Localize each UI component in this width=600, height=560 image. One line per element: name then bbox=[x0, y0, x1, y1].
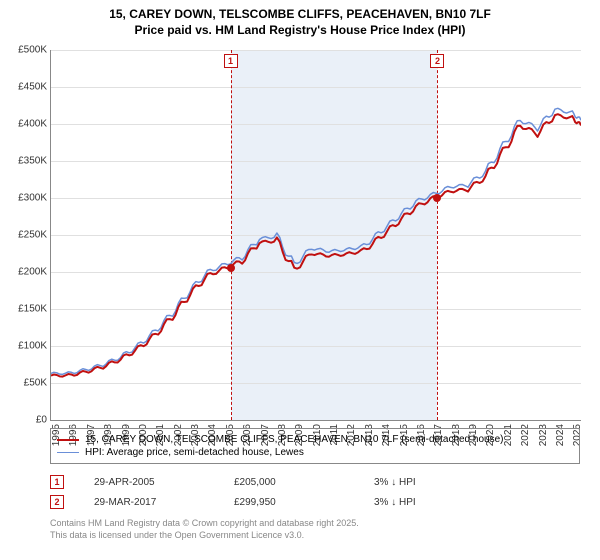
plot-area: £0£50K£100K£150K£200K£250K£300K£350K£400… bbox=[50, 50, 581, 421]
chart-container: 15, CAREY DOWN, TELSCOMBE CLIFFS, PEACEH… bbox=[0, 0, 600, 560]
sale-price: £299,950 bbox=[234, 497, 344, 508]
sale-point bbox=[227, 264, 235, 272]
sale-delta: 3% ↓ HPI bbox=[374, 497, 416, 508]
sale-marker-flag: 2 bbox=[430, 54, 444, 68]
y-axis-label: £400K bbox=[18, 119, 47, 130]
legend: 15, CAREY DOWN, TELSCOMBE CLIFFS, PEACEH… bbox=[50, 428, 580, 464]
sale-delta: 3% ↓ HPI bbox=[374, 477, 416, 488]
y-axis-label: £250K bbox=[18, 230, 47, 241]
y-axis-label: £50K bbox=[24, 378, 47, 389]
title-line-2: Price paid vs. HM Land Registry's House … bbox=[0, 22, 600, 38]
footer-attribution: Contains HM Land Registry data © Crown c… bbox=[50, 518, 359, 541]
line-layer bbox=[51, 50, 581, 420]
sales-table: 1 29-APR-2005 £205,000 3% ↓ HPI 2 29-MAR-2017… bbox=[50, 472, 416, 512]
legend-swatch bbox=[57, 452, 79, 453]
sale-row: 2 29-MAR-2017 £299,950 3% ↓ HPI bbox=[50, 492, 416, 512]
series-property bbox=[51, 114, 581, 376]
series-hpi bbox=[51, 108, 581, 374]
legend-label: 15, CAREY DOWN, TELSCOMBE CLIFFS, PEACEH… bbox=[85, 434, 503, 445]
chart-title: 15, CAREY DOWN, TELSCOMBE CLIFFS, PEACEH… bbox=[0, 0, 600, 38]
y-axis-label: £200K bbox=[18, 267, 47, 278]
y-axis-label: £300K bbox=[18, 193, 47, 204]
sale-point bbox=[433, 194, 441, 202]
sale-row: 1 29-APR-2005 £205,000 3% ↓ HPI bbox=[50, 472, 416, 492]
sale-price: £205,000 bbox=[234, 477, 344, 488]
footer-line-2: This data is licensed under the Open Gov… bbox=[50, 530, 359, 542]
sale-date: 29-MAR-2017 bbox=[94, 497, 204, 508]
footer-line-1: Contains HM Land Registry data © Crown c… bbox=[50, 518, 359, 530]
y-axis-label: £100K bbox=[18, 341, 47, 352]
sale-marker-flag: 1 bbox=[224, 54, 238, 68]
legend-swatch bbox=[57, 439, 79, 441]
legend-row: HPI: Average price, semi-detached house,… bbox=[57, 446, 573, 459]
y-axis-label: £450K bbox=[18, 82, 47, 93]
sale-date: 29-APR-2005 bbox=[94, 477, 204, 488]
sale-row-marker: 2 bbox=[50, 495, 64, 509]
legend-label: HPI: Average price, semi-detached house,… bbox=[85, 447, 304, 458]
y-axis-label: £0 bbox=[36, 415, 47, 426]
title-line-1: 15, CAREY DOWN, TELSCOMBE CLIFFS, PEACEH… bbox=[0, 6, 600, 22]
y-axis-label: £150K bbox=[18, 304, 47, 315]
legend-row: 15, CAREY DOWN, TELSCOMBE CLIFFS, PEACEH… bbox=[57, 433, 573, 446]
y-axis-label: £500K bbox=[18, 45, 47, 56]
sale-row-marker: 1 bbox=[50, 475, 64, 489]
y-axis-label: £350K bbox=[18, 156, 47, 167]
